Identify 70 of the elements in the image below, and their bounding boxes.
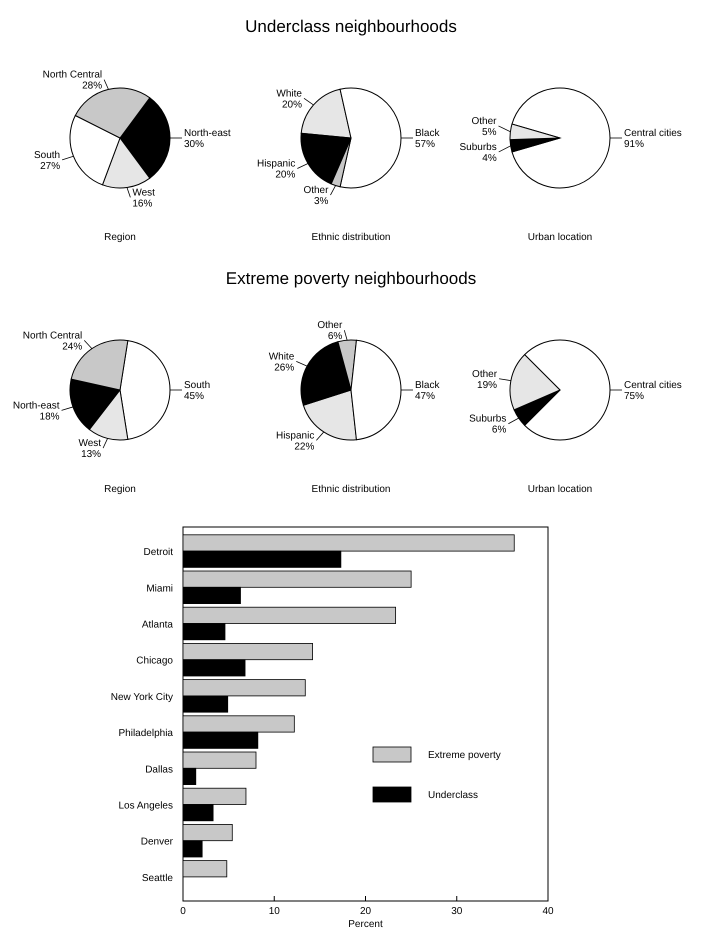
data-label: 19% xyxy=(477,380,498,391)
y-tick-label: New York City xyxy=(110,692,173,703)
x-tick-label: 40 xyxy=(542,906,554,917)
data-label: 30% xyxy=(184,139,204,150)
data-label: 47% xyxy=(415,391,436,402)
slice-label: South xyxy=(184,380,210,391)
chart-title: Underclass neighbourhoods xyxy=(245,17,457,36)
text: Urban location xyxy=(528,232,592,243)
text: Ethnic distribution xyxy=(312,484,390,495)
slice-label: Hispanic xyxy=(276,430,314,442)
slice-label: West xyxy=(78,438,102,450)
slice-label: White xyxy=(268,351,295,362)
slice-label: North-east xyxy=(12,400,60,412)
slice-label: South xyxy=(34,150,60,161)
slice-label: Central cities xyxy=(624,128,682,139)
slice-label: Black xyxy=(415,128,440,139)
legend-label: Extreme poverty xyxy=(428,750,501,761)
text: Urban location xyxy=(528,484,592,495)
slice-label: North-east xyxy=(184,128,231,139)
data-label: 6% xyxy=(492,424,506,436)
slice-label: Suburbs xyxy=(469,414,506,425)
data-label: 26% xyxy=(274,362,294,374)
data-label: 20% xyxy=(275,170,296,181)
y-tick-label: Los Angeles xyxy=(118,800,173,812)
chart-title: Extreme poverty neighbourhoods xyxy=(226,269,476,288)
slice-label: Other xyxy=(303,185,330,196)
data-label: 18% xyxy=(40,411,60,422)
text: Region xyxy=(104,232,136,243)
slice-label: Other xyxy=(317,320,344,332)
data-label: 16% xyxy=(132,198,152,210)
y-tick-label: Chicago xyxy=(136,656,174,667)
slice-label: West xyxy=(132,187,156,198)
slice-label: White xyxy=(276,88,302,100)
data-label: 45% xyxy=(184,391,204,402)
x-tick-label: 30 xyxy=(451,906,463,917)
data-label: 75% xyxy=(624,391,644,402)
data-label: 6% xyxy=(328,331,342,342)
slice-label: North Central xyxy=(22,330,82,342)
text: Ethnic distribution xyxy=(312,232,390,243)
x-tick-label: 0 xyxy=(180,906,186,917)
slice-label: Other xyxy=(471,116,498,127)
data-label: 13% xyxy=(81,449,102,460)
data-label: 27% xyxy=(40,160,60,172)
data-label: 91% xyxy=(624,139,644,150)
y-tick-label: Seattle xyxy=(142,872,174,884)
x-axis-title: Percent xyxy=(348,919,383,930)
data-label: 20% xyxy=(282,99,302,110)
y-tick-label: Miami xyxy=(146,583,173,594)
data-label: 22% xyxy=(294,441,314,452)
y-tick-label: Atlanta xyxy=(142,620,174,630)
data-label: 3% xyxy=(314,196,329,208)
slice-label: Hispanic xyxy=(256,158,296,170)
data-label: 24% xyxy=(62,341,82,352)
y-tick-label: Denver xyxy=(140,836,174,848)
slice-label: Suburbs xyxy=(459,142,497,153)
y-tick-label: Philadelphia xyxy=(118,728,174,740)
slice-label: North Central xyxy=(42,70,102,81)
text: Region xyxy=(104,484,136,495)
data-label: 57% xyxy=(415,139,436,150)
slice-label: Central cities xyxy=(624,380,682,391)
slice-label: Black xyxy=(415,380,440,391)
data-label: 28% xyxy=(82,80,102,92)
x-tick-label: 20 xyxy=(360,906,372,917)
data-label: 5% xyxy=(482,126,497,138)
y-tick-label: Detroit xyxy=(144,547,174,558)
y-tick-label: Dallas xyxy=(145,764,173,776)
x-tick-label: 10 xyxy=(268,906,280,917)
data-label: 4% xyxy=(482,152,497,164)
slice-label: Other xyxy=(472,368,498,380)
legend-label: Underclass xyxy=(428,790,478,801)
